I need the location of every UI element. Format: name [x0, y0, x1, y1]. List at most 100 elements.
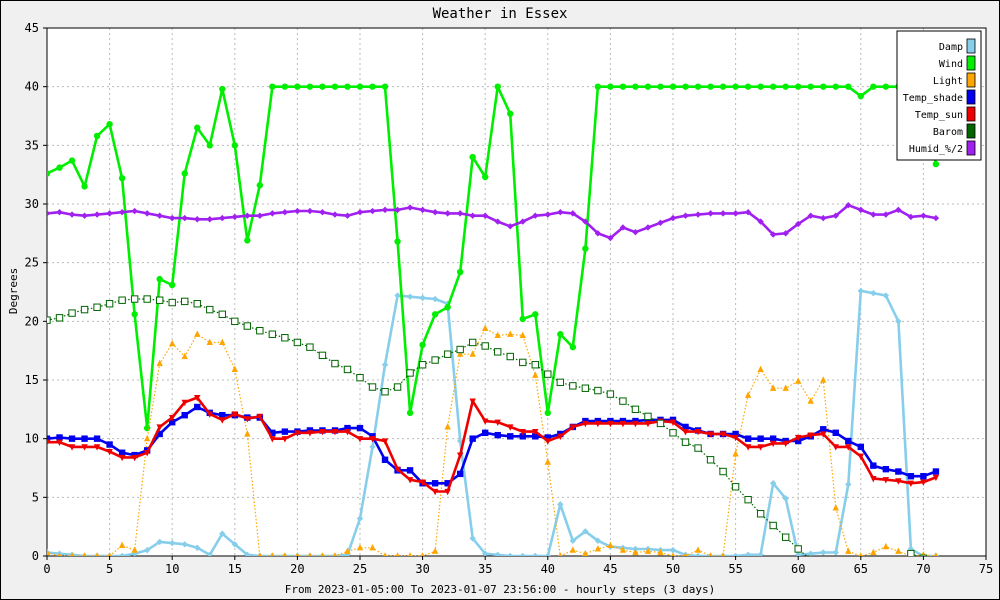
data-point: [557, 331, 564, 338]
data-point: [807, 83, 814, 90]
x-tick-label: 25: [353, 562, 367, 576]
data-point: [807, 550, 814, 556]
data-point: [619, 397, 627, 405]
data-point: [882, 211, 890, 218]
legend-label: Barom: [933, 127, 963, 138]
data-point: [118, 209, 126, 216]
data-point: [55, 314, 64, 322]
data-point: [431, 295, 439, 303]
x-tick-label: 30: [415, 562, 429, 576]
data-point: [281, 428, 289, 435]
data-point: [694, 552, 702, 556]
data-point: [494, 331, 501, 339]
data-point: [644, 224, 652, 231]
data-point: [732, 552, 739, 556]
data-point: [281, 436, 289, 443]
data-point: [293, 338, 302, 347]
data-point: [369, 83, 376, 90]
data-point: [832, 504, 839, 511]
series-layer: [47, 83, 940, 575]
data-point: [832, 444, 839, 451]
data-point: [106, 441, 113, 448]
data-point: [331, 429, 339, 436]
data-point: [281, 334, 289, 342]
data-point: [118, 552, 126, 556]
data-point: [769, 440, 777, 448]
data-point: [582, 528, 589, 535]
data-point: [106, 448, 113, 456]
data-point: [933, 560, 939, 566]
data-point: [131, 454, 138, 462]
data-point: [130, 295, 139, 303]
data-point: [682, 423, 689, 431]
data-point: [920, 479, 927, 486]
data-point: [744, 551, 752, 556]
data-point: [68, 444, 76, 451]
data-point: [744, 391, 752, 398]
data-point: [406, 467, 414, 474]
data-point: [482, 418, 489, 425]
data-point: [169, 281, 176, 289]
y-tick-label: 20: [25, 314, 39, 328]
data-point: [757, 218, 764, 225]
data-point: [544, 370, 552, 378]
data-point: [619, 546, 627, 553]
data-point: [507, 424, 514, 431]
data-point: [169, 419, 176, 426]
data-point: [418, 361, 427, 369]
data-point: [594, 83, 602, 90]
data-point: [895, 547, 902, 554]
legend-swatch: [966, 55, 976, 71]
data-point: [519, 315, 526, 323]
data-point: [343, 365, 352, 374]
data-point: [581, 384, 590, 392]
data-point: [519, 218, 526, 225]
data-point: [394, 466, 401, 473]
data-point: [95, 552, 99, 556]
data-point: [169, 414, 176, 422]
data-point: [721, 552, 725, 556]
data-point: [118, 174, 126, 182]
data-point: [156, 430, 163, 438]
data-point: [420, 552, 425, 556]
data-point: [443, 350, 452, 358]
legend-swatch: [966, 89, 976, 105]
data-point: [782, 83, 789, 90]
data-point: [482, 173, 489, 181]
data-point: [782, 384, 789, 391]
data-point: [244, 430, 251, 437]
x-tick-label: 65: [854, 562, 868, 576]
data-point: [47, 435, 51, 442]
data-point: [657, 219, 664, 226]
data-point: [56, 439, 63, 446]
x-axis-label: From 2023-01-05:00 To 2023-01-07 23:56:0…: [285, 583, 715, 596]
data-point: [631, 405, 640, 414]
x-tick-label: 15: [228, 562, 242, 576]
data-point: [181, 412, 188, 419]
data-point: [820, 562, 826, 568]
data-point: [406, 293, 414, 300]
data-point: [243, 322, 252, 330]
data-point: [381, 456, 389, 463]
data-point: [669, 429, 677, 437]
data-point: [231, 142, 238, 149]
data-point: [569, 382, 577, 390]
data-point: [719, 83, 727, 90]
data-point: [456, 470, 464, 478]
data-point: [519, 552, 526, 556]
data-point: [47, 170, 51, 177]
legend-label: Light: [933, 76, 963, 87]
data-point: [156, 359, 163, 367]
data-point: [845, 437, 852, 445]
data-point: [107, 552, 112, 556]
data-point: [694, 444, 702, 452]
data-point: [744, 209, 752, 216]
data-point: [883, 569, 889, 575]
data-point: [682, 83, 689, 90]
data-point: [344, 429, 351, 436]
data-point: [394, 292, 401, 299]
data-point: [895, 557, 901, 563]
data-point: [319, 209, 326, 216]
data-point: [169, 339, 176, 347]
data-point: [756, 510, 765, 518]
